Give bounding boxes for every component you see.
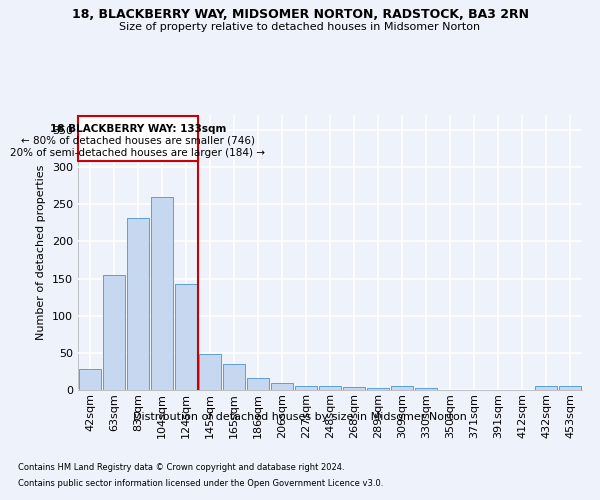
Bar (343, 387, 365, 390)
Bar (367, 388, 389, 390)
Text: ← 80% of detached houses are smaller (746): ← 80% of detached houses are smaller (74… (21, 136, 255, 146)
Bar (535, 386, 557, 390)
FancyBboxPatch shape (78, 116, 198, 161)
Bar (103, 275, 125, 390)
Bar (319, 386, 341, 390)
Text: Contains HM Land Registry data © Crown copyright and database right 2024.: Contains HM Land Registry data © Crown c… (18, 462, 344, 471)
Y-axis label: Number of detached properties: Number of detached properties (37, 165, 46, 340)
Bar (199, 354, 221, 390)
Bar (79, 369, 101, 390)
Bar (223, 364, 245, 390)
Bar (391, 386, 413, 390)
Bar (175, 284, 197, 390)
Bar (151, 197, 173, 390)
Bar (559, 386, 581, 390)
Text: 18, BLACKBERRY WAY, MIDSOMER NORTON, RADSTOCK, BA3 2RN: 18, BLACKBERRY WAY, MIDSOMER NORTON, RAD… (71, 8, 529, 20)
Text: 18 BLACKBERRY WAY: 133sqm: 18 BLACKBERRY WAY: 133sqm (50, 124, 226, 134)
Bar (247, 378, 269, 390)
Text: Size of property relative to detached houses in Midsomer Norton: Size of property relative to detached ho… (119, 22, 481, 32)
Bar (295, 386, 317, 390)
Bar (271, 384, 293, 390)
Text: 20% of semi-detached houses are larger (184) →: 20% of semi-detached houses are larger (… (11, 148, 265, 158)
Bar (127, 218, 149, 390)
Bar (415, 388, 437, 390)
Text: Contains public sector information licensed under the Open Government Licence v3: Contains public sector information licen… (18, 479, 383, 488)
Text: Distribution of detached houses by size in Midsomer Norton: Distribution of detached houses by size … (133, 412, 467, 422)
